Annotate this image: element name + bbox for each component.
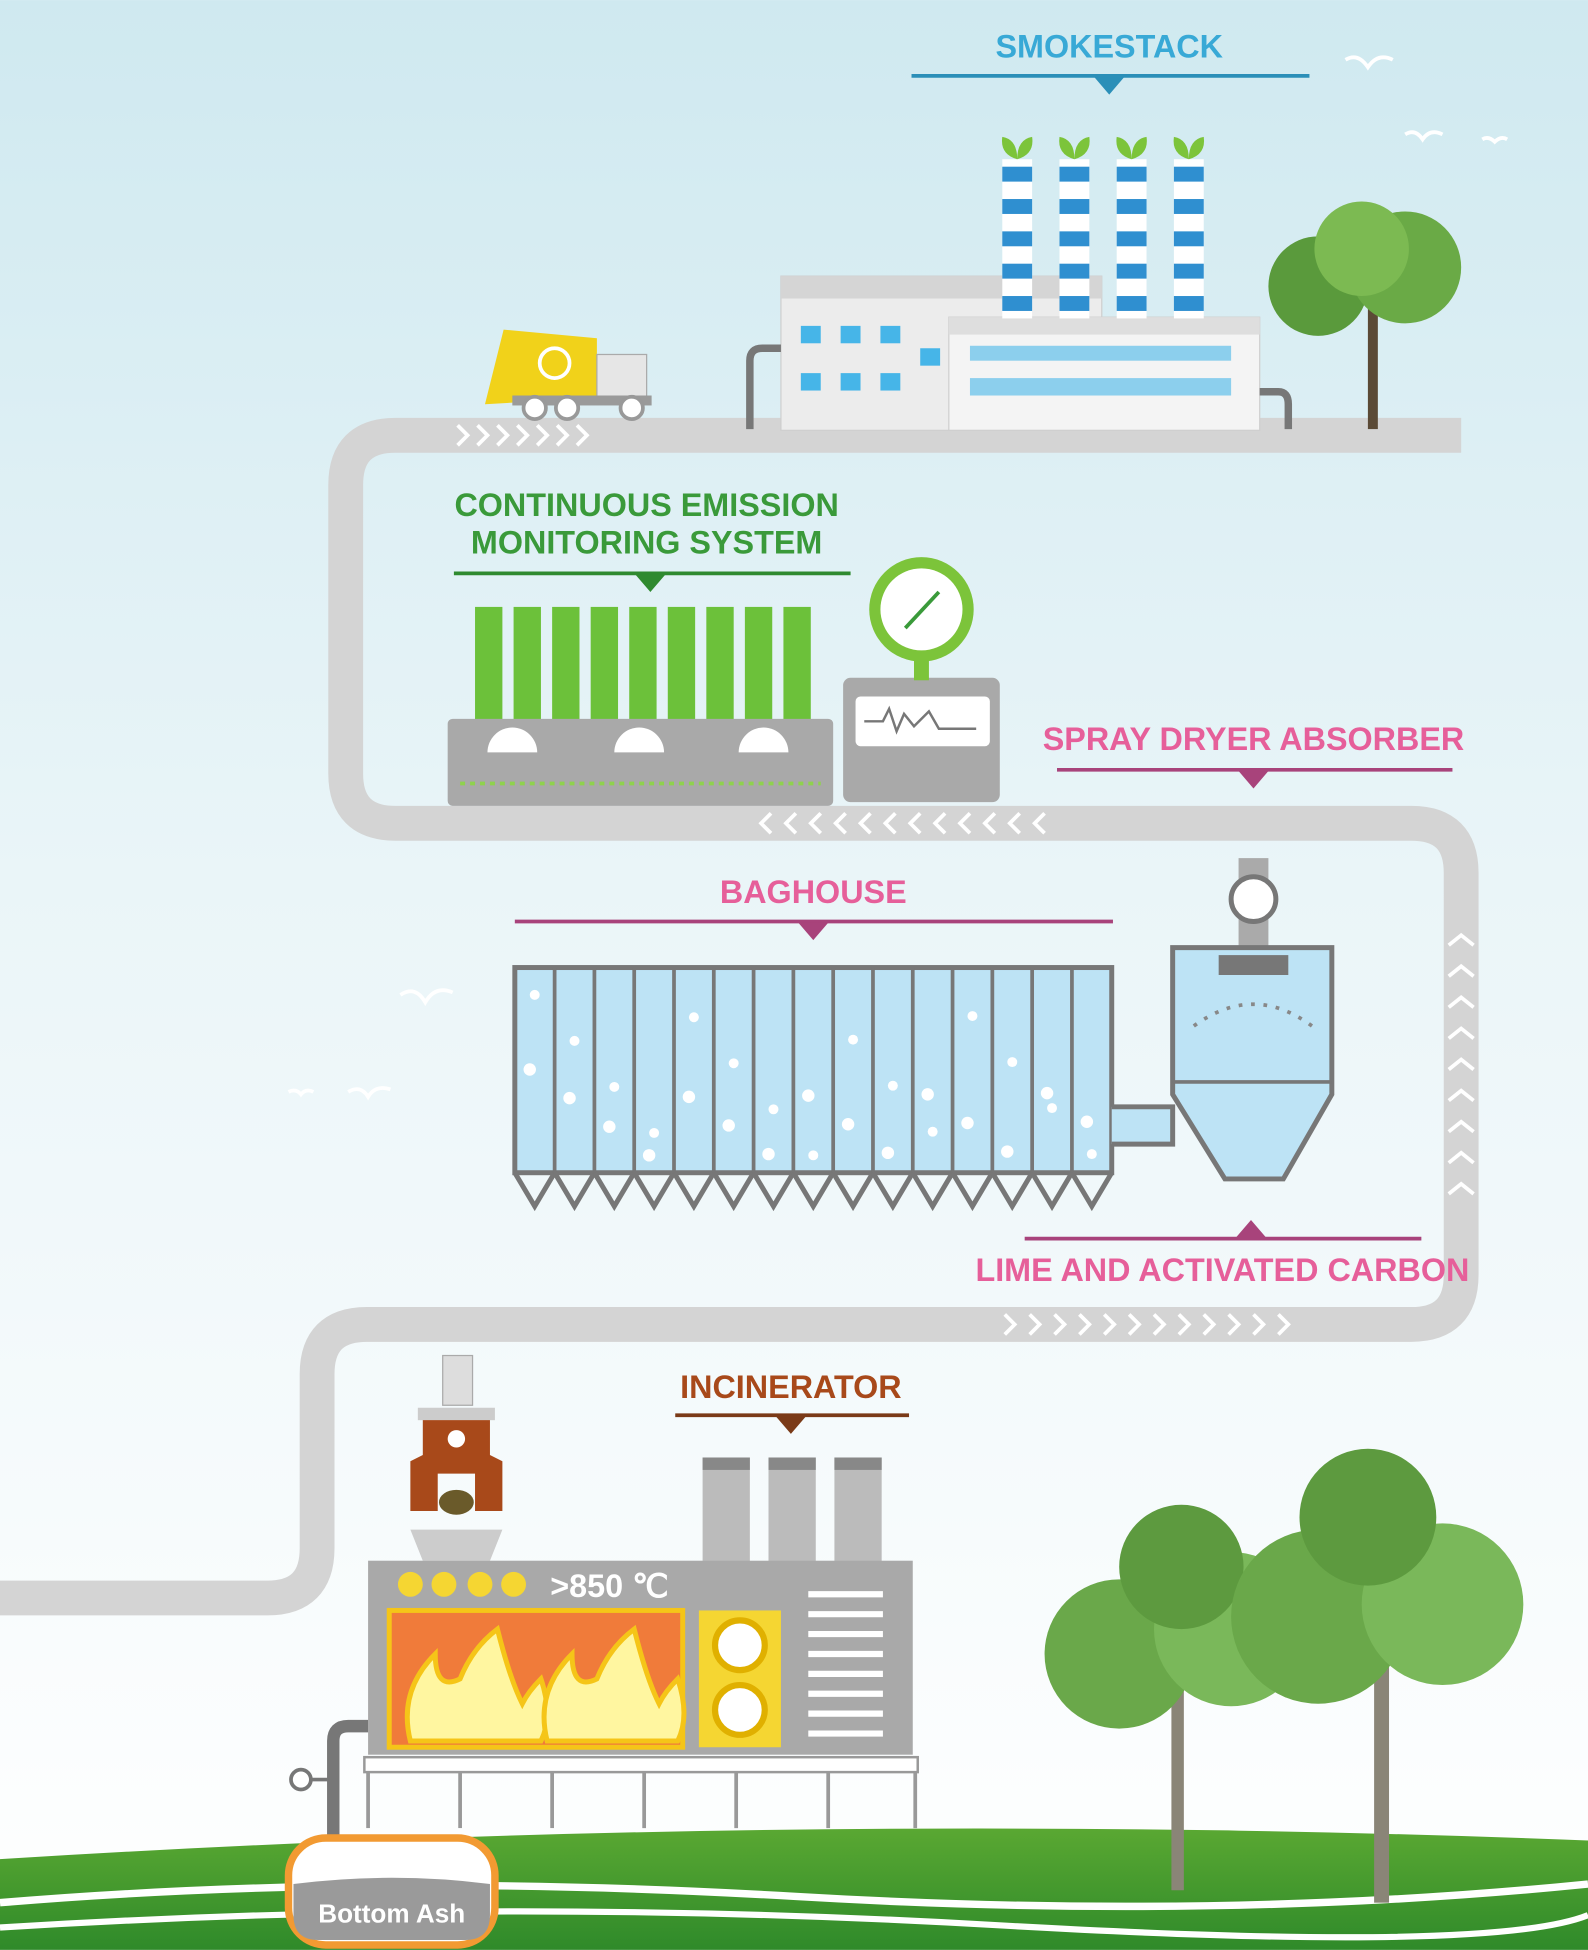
garbage-truck (484, 329, 652, 422)
baghouse-part (552, 1171, 597, 1212)
baghouse-part (642, 1149, 656, 1162)
baghouse-part (802, 1089, 815, 1102)
baghouse-part (563, 1091, 576, 1105)
baghouse-part (688, 1012, 699, 1023)
baghouse-part (961, 1116, 974, 1130)
smokestacks (1001, 136, 1205, 319)
baghouse-part (728, 1058, 739, 1069)
baghouse-part (921, 1088, 934, 1101)
baghouse-part (881, 1146, 895, 1160)
bottom-ash-label: Bottom Ash (318, 1899, 465, 1929)
baghouse-part (927, 1126, 938, 1137)
baghouse-part (592, 1171, 637, 1212)
baghouse-part (632, 1171, 677, 1212)
baghouse-part (722, 1119, 735, 1132)
label-pointer (1094, 77, 1125, 95)
pipe (0, 417, 1479, 1616)
baghouse-part (1080, 1115, 1094, 1128)
baghouse-part (808, 1150, 819, 1161)
label-pointer (1236, 1219, 1266, 1238)
incinerator (289, 1354, 919, 1841)
baghouse-part (512, 1171, 557, 1212)
baghouse-part (768, 1104, 779, 1115)
baghouse-part (523, 1063, 536, 1076)
baghouse-part (870, 1171, 915, 1212)
baghouse-part (762, 1147, 775, 1161)
cems-label: CONTINUOUS EMISSION (454, 487, 838, 523)
baghouse-part (910, 1171, 955, 1212)
baghouse-part (569, 1035, 580, 1046)
label-pointer (798, 922, 829, 941)
baghouse-part (791, 1171, 836, 1212)
baghouse-part (1047, 1103, 1058, 1114)
baghouse-part (887, 1080, 898, 1091)
spray-dryer (1170, 858, 1335, 1182)
baghouse-part (848, 1034, 859, 1045)
trees-bottom (1044, 1448, 1524, 1903)
baghouse-part (841, 1118, 855, 1131)
label-pointer (635, 574, 666, 592)
tree (1268, 201, 1462, 430)
label-pointer (1238, 771, 1269, 789)
baghouse-part (682, 1090, 696, 1104)
baghouse-part (1029, 1171, 1075, 1212)
bottom-ash (284, 1834, 499, 1949)
baghouse-part (711, 1171, 756, 1212)
baghouse-part (1001, 1145, 1014, 1158)
incinerator-label: INCINERATOR (680, 1369, 902, 1405)
lime-label: LIME AND ACTIVATED CARBON (975, 1252, 1469, 1288)
baghouse-part (649, 1127, 660, 1138)
baghouse-part (751, 1171, 796, 1212)
cems-label: MONITORING SYSTEM (471, 524, 822, 560)
baghouse (512, 965, 1176, 1212)
baghouse-part (950, 1171, 995, 1212)
ground (0, 1828, 1588, 1950)
temperature: >850 ℃ (550, 1568, 668, 1604)
smokestack-label: SMOKESTACK (995, 28, 1223, 64)
factory (746, 275, 1293, 431)
baghouse-part (831, 1171, 876, 1212)
baghouse-part (603, 1120, 616, 1133)
baghouse-part (990, 1171, 1035, 1212)
baghouse-part (1040, 1086, 1054, 1100)
baghouse-part (1069, 1171, 1114, 1212)
baghouse-part (671, 1171, 716, 1212)
label-pointer (775, 1416, 806, 1434)
baghouse-part (967, 1011, 978, 1022)
birds (287, 55, 1509, 1101)
baghouse-part (1086, 1149, 1097, 1160)
baghouse-label: BAGHOUSE (720, 874, 907, 910)
flow-arrows (456, 424, 1475, 1336)
baghouse-part (1007, 1057, 1018, 1068)
cems-unit (447, 557, 1000, 806)
baghouse-part (529, 989, 540, 1000)
spray-dryer-label: SPRAY DRYER ABSORBER (1043, 721, 1465, 757)
baghouse-part (609, 1081, 620, 1092)
